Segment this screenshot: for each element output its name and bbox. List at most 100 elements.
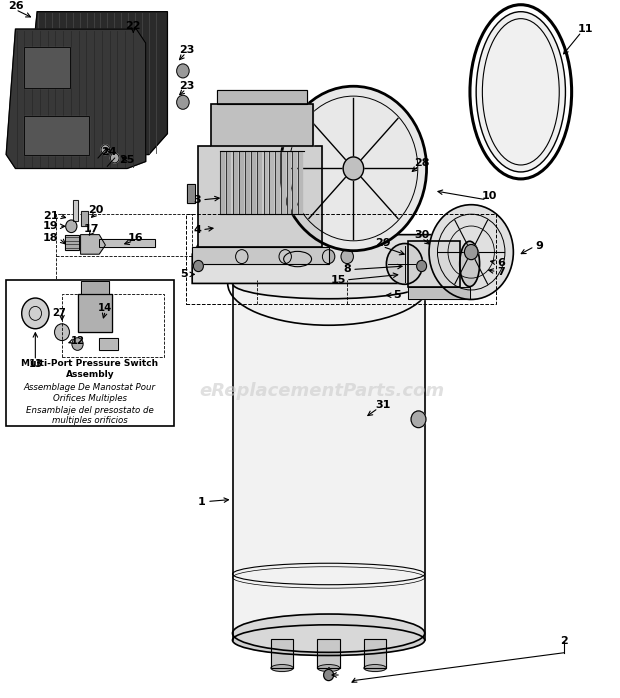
- Text: 12: 12: [71, 336, 84, 346]
- Bar: [217, 90, 307, 104]
- Circle shape: [322, 250, 335, 264]
- Circle shape: [22, 298, 49, 329]
- Text: 5: 5: [180, 269, 187, 279]
- Circle shape: [343, 157, 364, 180]
- Bar: [298, 151, 302, 214]
- Bar: [408, 242, 460, 287]
- Text: 11: 11: [578, 24, 594, 34]
- Bar: [78, 294, 112, 332]
- Ellipse shape: [364, 664, 386, 671]
- Bar: [217, 90, 307, 104]
- Polygon shape: [25, 12, 167, 154]
- Bar: [264, 151, 267, 214]
- Text: 21: 21: [43, 211, 58, 221]
- Bar: [226, 151, 231, 214]
- Bar: [24, 116, 89, 154]
- Bar: [232, 151, 237, 214]
- Bar: [239, 151, 243, 214]
- Bar: [271, 639, 293, 668]
- Circle shape: [177, 96, 189, 109]
- Bar: [286, 151, 290, 214]
- Text: 29: 29: [374, 238, 391, 248]
- Bar: [81, 211, 88, 226]
- Bar: [65, 235, 79, 250]
- Bar: [24, 47, 70, 89]
- Text: 23: 23: [180, 81, 195, 91]
- Bar: [65, 235, 79, 250]
- Text: 19: 19: [43, 221, 59, 231]
- Bar: [81, 281, 108, 294]
- Text: eReplacementParts.com: eReplacementParts.com: [200, 383, 445, 401]
- Bar: [317, 639, 340, 668]
- Text: 10: 10: [482, 191, 497, 201]
- Text: 17: 17: [84, 224, 99, 234]
- Text: 30: 30: [414, 230, 429, 239]
- Text: 15: 15: [330, 275, 345, 285]
- Text: Assemblage De Manostat Pour: Assemblage De Manostat Pour: [24, 383, 156, 392]
- Circle shape: [279, 250, 291, 264]
- Text: 7: 7: [497, 267, 505, 276]
- Bar: [187, 184, 195, 203]
- Bar: [99, 339, 118, 350]
- Circle shape: [101, 144, 110, 154]
- Circle shape: [110, 153, 119, 163]
- Bar: [281, 151, 285, 214]
- Bar: [24, 47, 70, 89]
- Bar: [211, 104, 313, 146]
- Bar: [232, 283, 425, 640]
- Text: 20: 20: [89, 205, 104, 215]
- Circle shape: [280, 87, 427, 251]
- Bar: [186, 214, 496, 304]
- Bar: [187, 184, 195, 203]
- Text: 22: 22: [125, 21, 141, 31]
- Text: 13: 13: [29, 359, 42, 369]
- Text: Multi-Port Pressure Switch: Multi-Port Pressure Switch: [21, 359, 159, 368]
- Ellipse shape: [476, 12, 565, 172]
- Bar: [408, 287, 470, 299]
- Text: 14: 14: [99, 303, 112, 313]
- Bar: [408, 287, 470, 299]
- Text: 2: 2: [560, 636, 568, 646]
- Text: 31: 31: [375, 401, 390, 410]
- Bar: [269, 151, 273, 214]
- Circle shape: [236, 250, 248, 264]
- Circle shape: [411, 411, 426, 428]
- Bar: [292, 151, 296, 214]
- Bar: [6, 280, 174, 426]
- Circle shape: [193, 260, 203, 272]
- Text: 16: 16: [127, 233, 143, 243]
- Ellipse shape: [271, 664, 293, 671]
- Circle shape: [324, 669, 334, 681]
- Circle shape: [464, 244, 478, 260]
- Bar: [271, 639, 293, 668]
- Circle shape: [386, 244, 423, 284]
- Bar: [364, 639, 386, 668]
- Bar: [99, 339, 118, 350]
- Ellipse shape: [232, 625, 425, 655]
- Bar: [245, 151, 249, 214]
- Bar: [257, 151, 262, 214]
- Polygon shape: [81, 235, 105, 254]
- Bar: [99, 239, 155, 247]
- Text: 23: 23: [180, 45, 195, 55]
- Bar: [73, 200, 78, 221]
- Text: 5: 5: [393, 290, 401, 300]
- Circle shape: [66, 220, 77, 232]
- Text: 25: 25: [120, 155, 135, 165]
- Bar: [275, 151, 279, 214]
- Bar: [81, 211, 88, 226]
- Text: 4: 4: [193, 225, 201, 235]
- Text: 3: 3: [193, 195, 201, 205]
- Circle shape: [177, 64, 189, 78]
- Bar: [73, 200, 78, 221]
- Bar: [198, 146, 322, 247]
- Text: 24: 24: [100, 147, 117, 157]
- Text: 8: 8: [343, 265, 351, 274]
- Polygon shape: [192, 235, 446, 283]
- Ellipse shape: [459, 242, 480, 287]
- Text: multiples orificios: multiples orificios: [52, 416, 128, 425]
- Bar: [192, 247, 329, 265]
- Circle shape: [72, 338, 83, 350]
- Text: Assembly: Assembly: [66, 369, 114, 378]
- Circle shape: [55, 324, 69, 341]
